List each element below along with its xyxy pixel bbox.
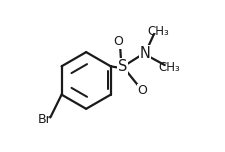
Text: S: S [117, 59, 127, 74]
Text: N: N [139, 46, 150, 61]
Text: CH₃: CH₃ [157, 61, 179, 74]
Text: CH₃: CH₃ [146, 25, 168, 38]
Text: O: O [113, 35, 123, 48]
Text: Br: Br [38, 113, 52, 126]
Text: O: O [137, 84, 146, 97]
